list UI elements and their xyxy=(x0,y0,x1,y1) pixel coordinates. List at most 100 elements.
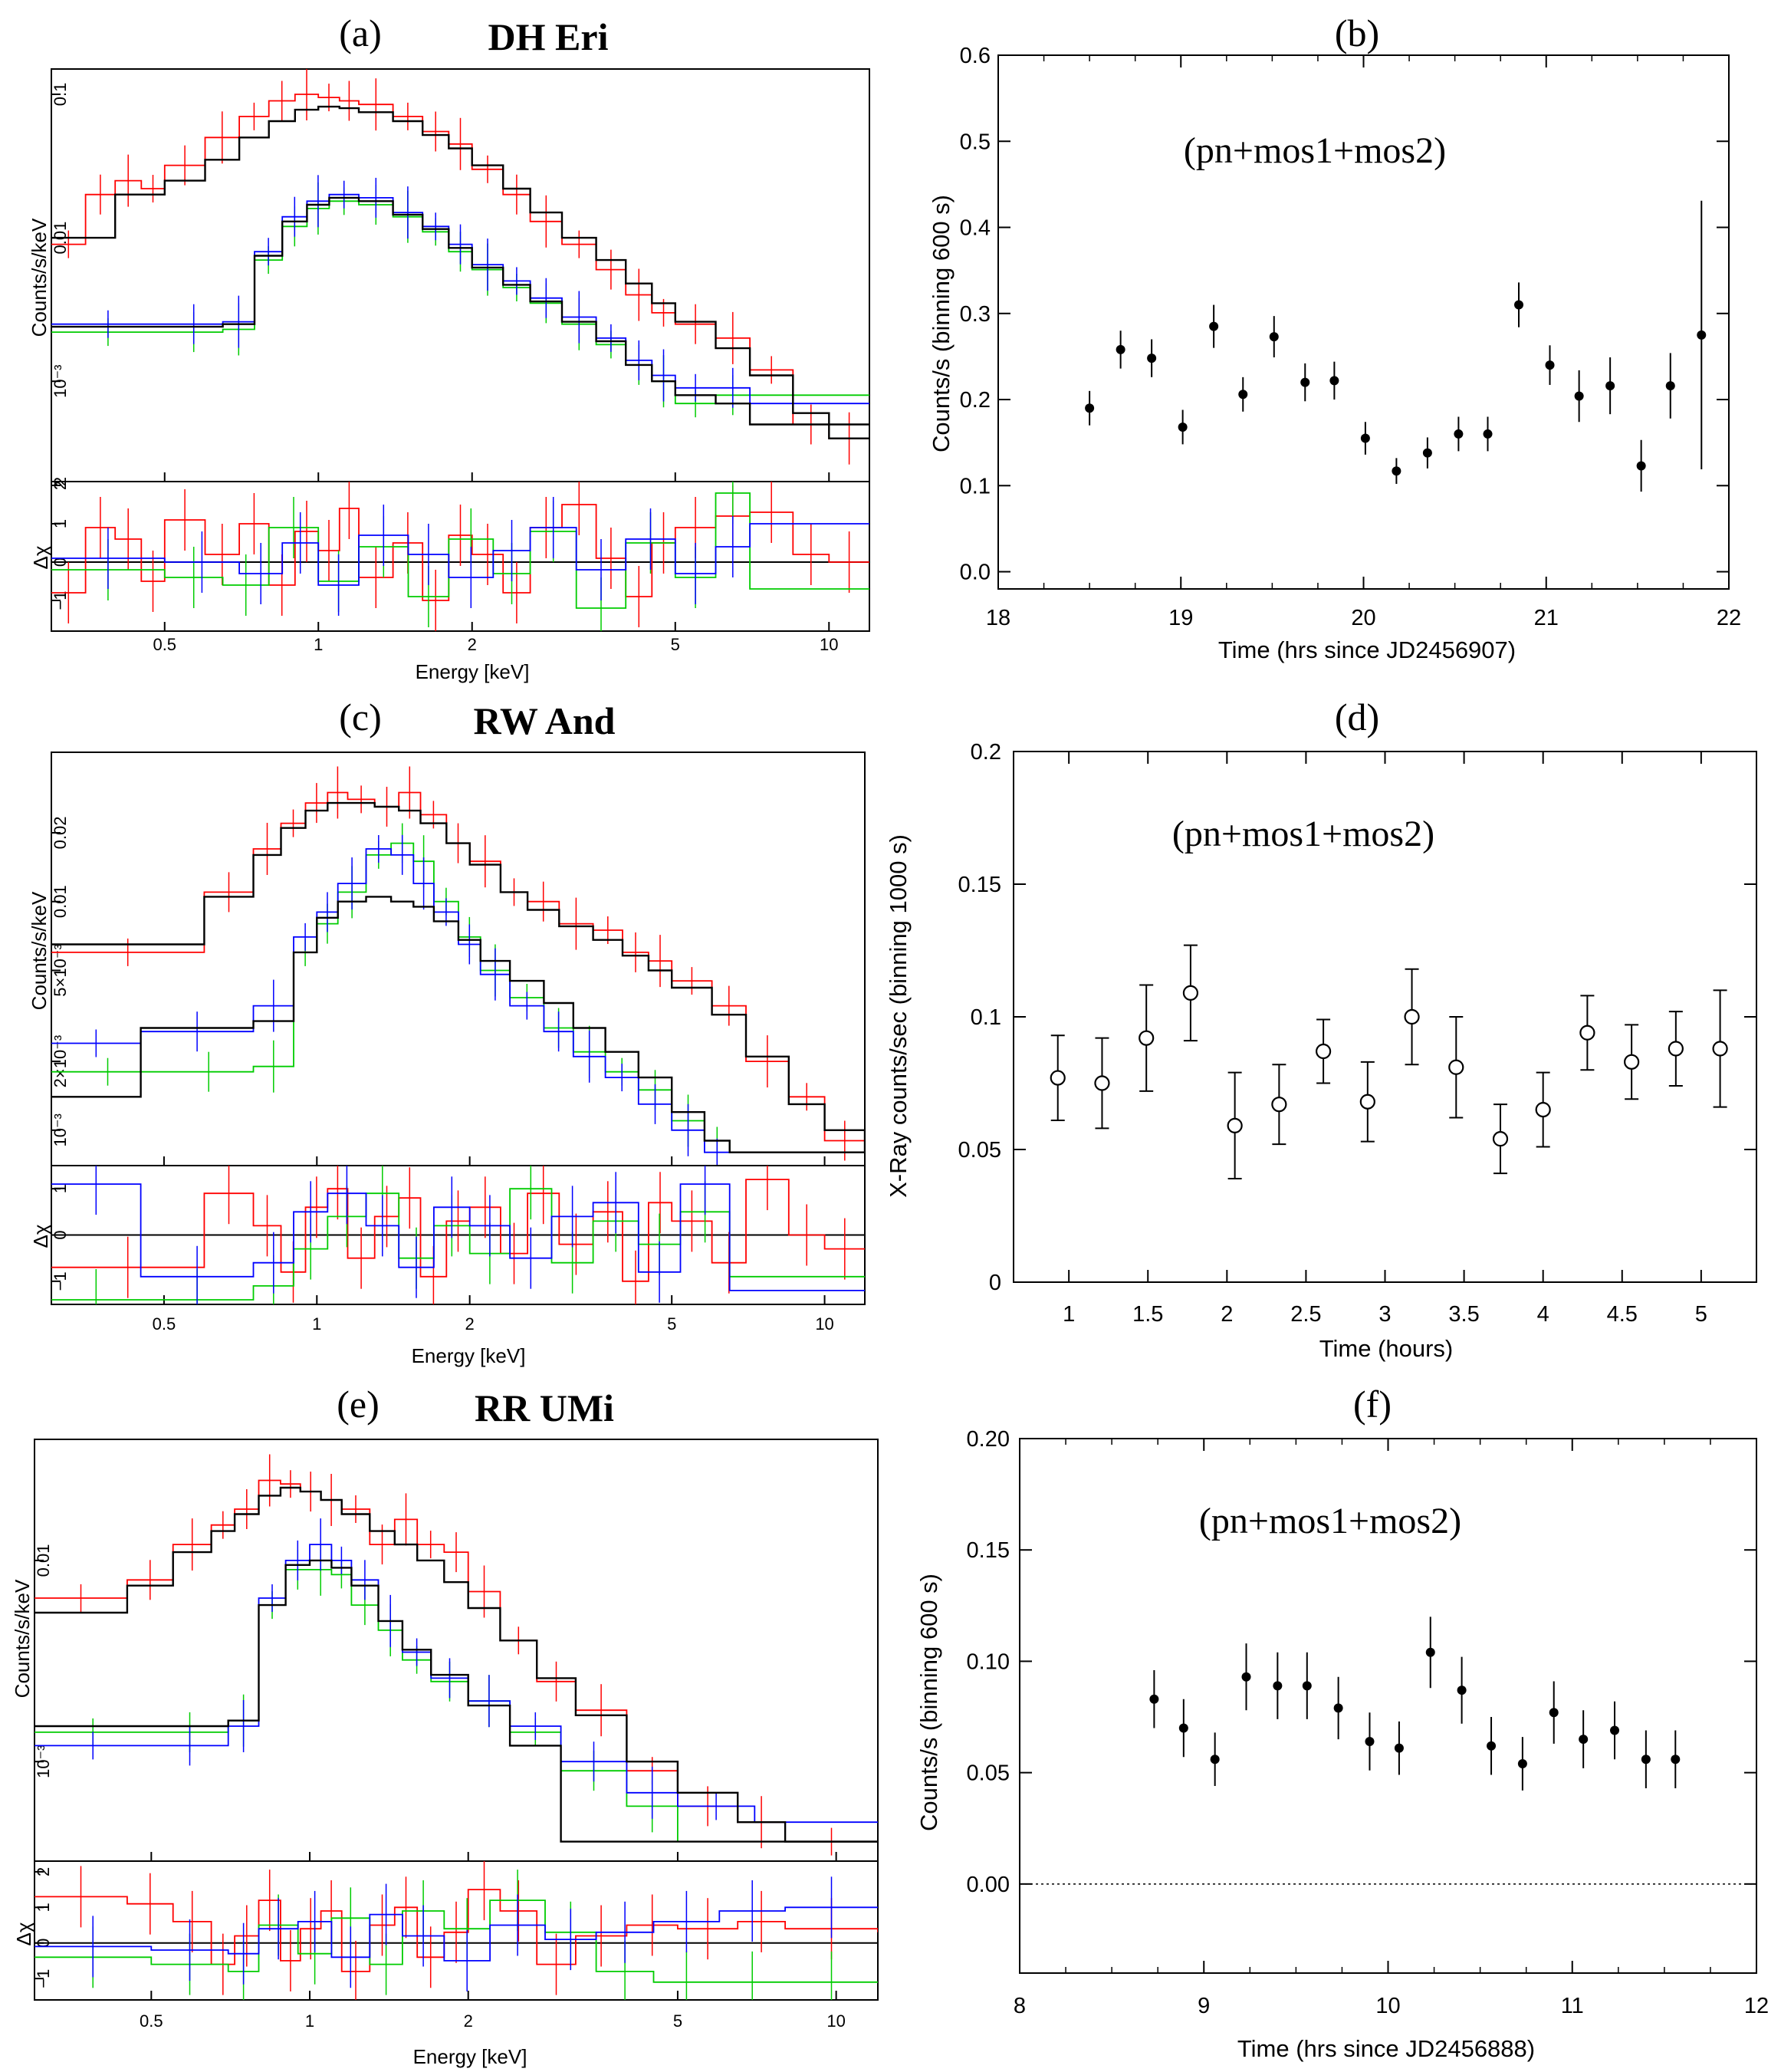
panel-a-series-model-pn xyxy=(51,105,869,439)
panel-b-xtick-label: 21 xyxy=(1534,606,1559,630)
panel-d-data-point xyxy=(1139,1030,1155,1046)
panel-a-resid-ytick-label: −1 xyxy=(51,590,70,610)
panel-d-data-point xyxy=(1094,1075,1110,1091)
panel-b-inset-label: (pn+mos1+mos2) xyxy=(1184,130,1446,171)
panel-f-plot: 8 9 10 11 12 0.00 0.05 0.10 0.15 0.20 xyxy=(967,1427,1769,2018)
panel-b-data-point xyxy=(1085,403,1095,413)
panel-d-data-point xyxy=(1712,1041,1728,1057)
panel-f-ytick-label: 0.00 xyxy=(967,1873,1010,1897)
panel-b-data-point xyxy=(1422,448,1432,458)
panel-a-resid-ylabel: Δχ xyxy=(29,545,52,569)
panel-f-data-point xyxy=(1487,1741,1497,1751)
panel-d-data-point xyxy=(1271,1097,1287,1113)
panel-d-data-point xyxy=(1579,1024,1595,1041)
panel-d-xtick-label: 4.5 xyxy=(1607,1302,1638,1327)
panel-c-ytick-label: 0.01 xyxy=(51,885,70,918)
panel-f-xtick-label: 11 xyxy=(1561,1994,1584,2018)
panel-d-data-point xyxy=(1404,1008,1420,1025)
panel-a-xtick-label: 5 xyxy=(671,635,680,654)
panel-d-ytick-label: 0.1 xyxy=(971,1005,1001,1030)
panel-d-data-point xyxy=(1535,1101,1551,1118)
panel-d-xlabel: Time (hours) xyxy=(1319,1335,1454,1362)
panel-b-data-point xyxy=(1454,429,1464,439)
panel-b-ytick-label: 0.5 xyxy=(960,130,991,154)
panel-c-xtick-label: 5 xyxy=(667,1314,676,1334)
panel-f-xtick-label: 12 xyxy=(1744,1994,1769,2018)
panel-b-data-point xyxy=(1116,344,1125,354)
panel-c-resid-ytick-label: 1 xyxy=(51,1184,70,1193)
panel-f-data-point xyxy=(1517,1759,1527,1769)
panel-b-data-point xyxy=(1329,376,1339,386)
panel-a-ytick-label: 0.1 xyxy=(51,83,70,107)
panel-f-ytick-label: 0.20 xyxy=(967,1427,1010,1452)
panel-b-data-point xyxy=(1697,330,1707,340)
panel-d-data-point xyxy=(1448,1059,1464,1075)
panel-c-resid-ylabel: Δχ xyxy=(29,1224,52,1248)
panel-d-xtick-label: 5 xyxy=(1695,1302,1707,1327)
panel-e-xtick-label: 1 xyxy=(305,2011,314,2031)
panel-b-data-point xyxy=(1636,461,1646,471)
panel-b-ylabel: Counts/s (binning 600 s) xyxy=(928,195,955,452)
panel-b-data-point xyxy=(1209,321,1219,331)
panel-f-data-point xyxy=(1579,1735,1589,1745)
panel-e-ytick-label: 0.01 xyxy=(34,1544,53,1577)
panel-f-label: (f) xyxy=(1353,1383,1392,1426)
panel-b-data-point xyxy=(1392,466,1401,476)
panel-f-data-point xyxy=(1457,1686,1467,1695)
panel-f-data-point xyxy=(1149,1694,1159,1704)
panel-d-data-point xyxy=(1359,1094,1375,1110)
panel-b-data-point xyxy=(1545,360,1555,370)
panel-f-data-point xyxy=(1241,1672,1251,1682)
panel-d-inset-label: (pn+mos1+mos2) xyxy=(1172,814,1434,854)
panel-d-data-point xyxy=(1182,985,1199,1001)
panel-c-series-model-mos xyxy=(51,896,865,1153)
panel-d-ytick-label: 0.2 xyxy=(971,740,1001,765)
panel-f-xlabel: Time (hrs since JD2456888) xyxy=(1237,2035,1535,2062)
panel-e-ytick-label: 10⁻³ xyxy=(34,1745,53,1778)
panel-d-xtick-label: 3 xyxy=(1378,1302,1391,1327)
panel-a-label: (a) xyxy=(339,12,382,54)
panel-b-ytick-label: 0.6 xyxy=(960,44,991,68)
panel-c: (c) RW And 0.020.015×10⁻³2×10⁻³10⁻³ 0.5 1… xyxy=(28,696,866,1367)
panel-d-ylabel: X-Ray counts/sec (binning 1000 s) xyxy=(885,834,912,1198)
panel-b-xtick-label: 19 xyxy=(1168,606,1193,630)
panel-e-title: RR UMi xyxy=(475,1386,614,1429)
panel-d-data-point xyxy=(1624,1054,1640,1070)
panel-f-ytick-label: 0.05 xyxy=(967,1761,1010,1786)
panel-f-data-point xyxy=(1549,1708,1559,1718)
panel-b-ytick-label: 0.0 xyxy=(960,561,991,585)
panel-d-xtick-label: 3.5 xyxy=(1448,1302,1479,1327)
panel-a-residual-frame xyxy=(51,481,870,632)
panel-b-ytick-label: 0.2 xyxy=(960,388,991,413)
panel-e-resid-ytick-label: 1 xyxy=(34,1903,53,1912)
panel-d-data-point xyxy=(1668,1041,1684,1057)
panel-c-xtick-label: 1 xyxy=(312,1314,321,1334)
panel-a-xtick-label: 0.5 xyxy=(153,635,176,654)
panel-d-plot: 1 1.5 2 2.5 3 3.5 4 4.5 5 0 0.05 0.1 0.15 0.2 xyxy=(958,740,1757,1327)
panel-e-ylabel: Counts/s/keV xyxy=(11,1579,34,1698)
panel-f-ytick-label: 0.10 xyxy=(967,1649,1010,1674)
panel-b-data-point xyxy=(1238,390,1248,400)
panel-d: (d) 1 1.5 2 2.5 3 3.5 4 4.5 5 0 0.05 0.1 0.15 0.2 (pn… xyxy=(885,696,1757,1362)
panel-b-data-point xyxy=(1269,332,1279,342)
panel-e-resid-ytick-label: 2 xyxy=(34,1867,53,1876)
panel-e-resid-ytick-label: −1 xyxy=(34,1969,53,1988)
panel-a-xtick-label: 2 xyxy=(468,635,477,654)
panel-c-xtick-label: 10 xyxy=(815,1314,833,1334)
panel-f-ylabel: Counts/s (binning 600 s) xyxy=(915,1574,942,1831)
panel-b-data-point xyxy=(1147,354,1157,363)
panel-b-data-point xyxy=(1665,381,1675,391)
panel-d-data-point xyxy=(1315,1043,1332,1060)
panel-c-series-model-pn xyxy=(51,801,865,1153)
panel-a-ylabel: Counts/s/keV xyxy=(28,218,51,337)
panel-f-data-point xyxy=(1210,1755,1220,1764)
panel-f: (f) 8 9 10 11 12 0.00 0.05 0.10 0.15 0.20 (pn+mos… xyxy=(915,1383,1769,2062)
panel-b-xtick-label: 18 xyxy=(986,606,1010,630)
panel-a-xlabel: Energy [keV] xyxy=(416,660,530,683)
panel-b-data-point xyxy=(1605,381,1615,391)
panel-e-spectrum: 0.01 10⁻³ xyxy=(34,1439,879,1862)
panel-d-data-point xyxy=(1227,1117,1243,1133)
